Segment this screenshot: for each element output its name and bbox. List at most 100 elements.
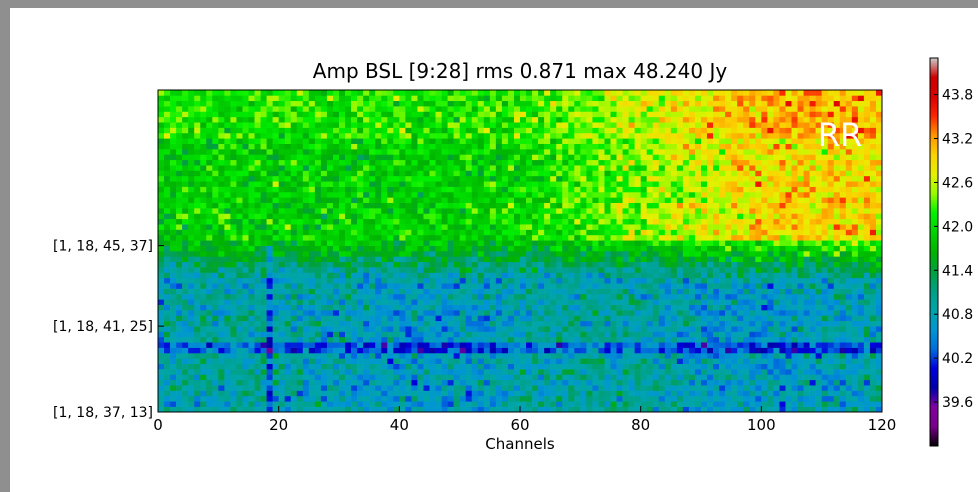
heatmap-cell: [556, 369, 563, 375]
heatmap-cell: [604, 406, 611, 413]
heatmap-cell: [507, 218, 515, 225]
heatmap-cell: [556, 299, 563, 305]
heatmap-cell: [833, 358, 841, 364]
heatmap-cell: [182, 385, 189, 391]
heatmap-cell: [839, 320, 847, 327]
heatmap-cell: [580, 240, 587, 246]
heatmap-cell: [598, 288, 605, 295]
heatmap-cell: [375, 202, 382, 209]
heatmap-cell: [827, 234, 835, 241]
heatmap-cell: [284, 277, 292, 284]
heatmap-cell: [767, 390, 774, 397]
heatmap-cell: [417, 363, 424, 370]
heatmap-cell: [423, 277, 430, 284]
heatmap-cell: [616, 234, 623, 241]
heatmap-cell: [501, 331, 509, 338]
heatmap-cell: [785, 347, 792, 354]
heatmap-cell: [676, 320, 684, 327]
heatmap-cell: [634, 326, 641, 332]
heatmap-cell: [381, 208, 388, 214]
heatmap-cell: [544, 256, 551, 263]
heatmap-cell: [248, 315, 255, 322]
heatmap-cell: [284, 186, 292, 193]
heatmap-cell: [676, 304, 684, 311]
heatmap-cell: [194, 369, 201, 375]
heatmap-cell: [290, 352, 298, 359]
heatmap-cell: [839, 352, 847, 359]
heatmap-cell: [320, 197, 328, 203]
heatmap-cell: [170, 342, 177, 348]
heatmap-cell: [218, 191, 225, 198]
heatmap-cell: [616, 406, 623, 413]
heatmap-cell: [236, 277, 243, 284]
heatmap-cell: [489, 272, 497, 279]
heatmap-cell: [224, 320, 231, 327]
heatmap-cell: [833, 218, 841, 225]
heatmap-cell: [719, 202, 726, 209]
heatmap-cell: [495, 363, 503, 370]
heatmap-cell: [743, 293, 750, 300]
heatmap-cell: [749, 208, 756, 214]
heatmap-cell: [369, 385, 376, 391]
heatmap-cell: [767, 256, 774, 263]
heatmap-cell: [387, 374, 394, 381]
heatmap-cell: [652, 326, 660, 332]
heatmap-cell: [357, 304, 364, 311]
heatmap-cell: [477, 374, 485, 381]
heatmap-cell: [339, 283, 346, 289]
heatmap-cell: [658, 406, 666, 413]
heatmap-cell: [489, 358, 497, 364]
heatmap-cell: [544, 261, 551, 268]
heatmap-cell: [526, 347, 533, 354]
heatmap-cell: [532, 277, 539, 284]
heatmap-cell: [628, 234, 635, 241]
heatmap-cell: [248, 288, 255, 295]
heatmap-cell: [158, 347, 165, 354]
heatmap-cell: [369, 336, 376, 343]
heatmap-cell: [616, 202, 623, 209]
heatmap-cell: [725, 283, 732, 289]
heatmap-cell: [320, 326, 328, 332]
heatmap-cell: [731, 347, 738, 354]
heatmap-cell: [652, 288, 660, 295]
heatmap-cell: [520, 336, 527, 343]
heatmap-cell: [296, 283, 304, 289]
heatmap-cell: [586, 288, 593, 295]
heatmap-cell: [640, 234, 647, 241]
heatmap-cell: [326, 374, 334, 381]
heatmap-cell: [399, 261, 406, 268]
heatmap-cell: [296, 385, 304, 391]
heatmap-cell: [634, 390, 641, 397]
heatmap-cell: [339, 245, 346, 252]
heatmap-cell: [381, 240, 388, 246]
heatmap-cell: [471, 272, 479, 279]
heatmap-cell: [586, 267, 593, 273]
heatmap-cell: [688, 224, 696, 230]
heatmap-cell: [532, 395, 539, 402]
heatmap-cell: [176, 245, 183, 252]
heatmap-cell: [791, 191, 798, 198]
heatmap-cell: [869, 326, 877, 332]
heatmap-cell: [803, 234, 810, 241]
heatmap-cell: [833, 229, 841, 236]
heatmap-cell: [471, 293, 479, 300]
heatmap-cell: [694, 347, 702, 354]
heatmap-cell: [447, 385, 454, 391]
heatmap-cell: [272, 197, 279, 203]
heatmap-cell: [248, 283, 255, 289]
heatmap-cell: [375, 267, 382, 273]
heatmap-cell: [604, 256, 611, 263]
heatmap-cell: [260, 283, 267, 289]
heatmap-cell: [731, 310, 738, 316]
heatmap-cell: [815, 293, 822, 300]
heatmap-cell: [622, 320, 629, 327]
heatmap-cell: [779, 277, 786, 284]
heatmap-cell: [417, 352, 424, 359]
heatmap-cell: [694, 283, 702, 289]
heatmap-cell: [532, 369, 539, 375]
heatmap-cell: [248, 213, 255, 220]
heatmap-cell: [212, 283, 219, 289]
heatmap-cell: [725, 234, 732, 241]
heatmap-cell: [761, 272, 768, 279]
heatmap-cell: [538, 251, 545, 257]
